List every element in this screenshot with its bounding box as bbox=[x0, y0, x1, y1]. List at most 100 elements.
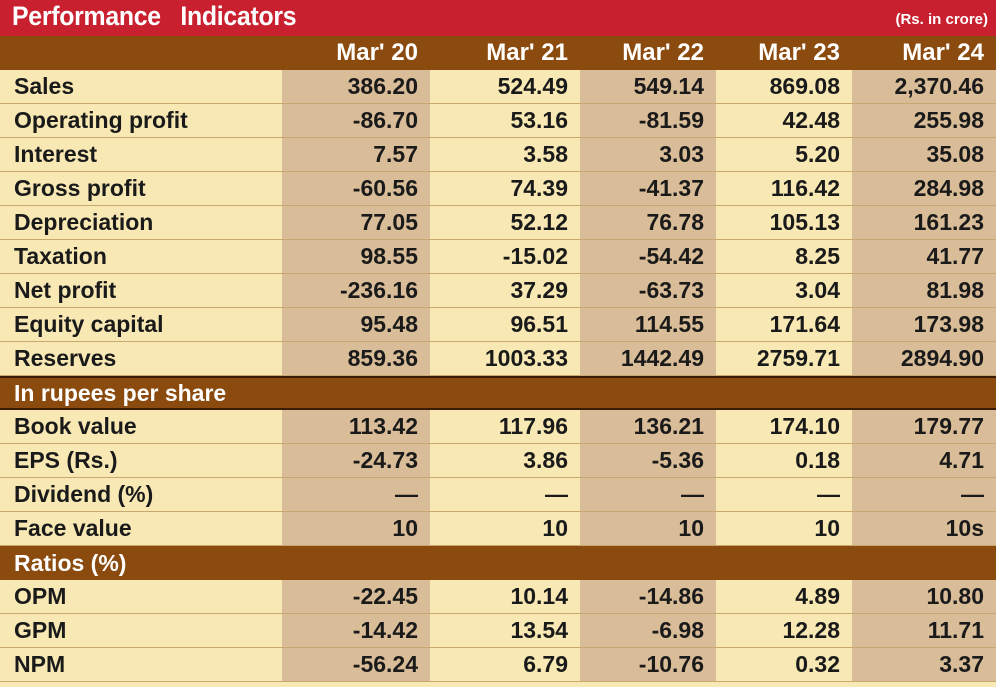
table-cell: 10.14 bbox=[510, 583, 568, 609]
table-cell: 10s bbox=[852, 512, 996, 545]
table-cell: 161.23 bbox=[852, 206, 996, 239]
section-header-per-share: In rupees per share bbox=[0, 376, 996, 410]
table-cell: 74.39 bbox=[510, 175, 568, 201]
table-cell: 35.08 bbox=[852, 138, 996, 171]
column-header: Mar' 21 bbox=[486, 39, 568, 66]
table-cell: 95.48 bbox=[282, 308, 430, 341]
table-cell: 869.08 bbox=[769, 73, 840, 99]
table-cell: 255.98 bbox=[852, 104, 996, 137]
table-row: Book value 113.42 117.96 136.21 174.10 179.77 bbox=[0, 410, 996, 444]
table-cell: 7.57 bbox=[282, 138, 430, 171]
table-cell: 13.54 bbox=[510, 617, 568, 643]
table-cell: -54.42 bbox=[580, 240, 716, 273]
table-cell: 8.25 bbox=[795, 243, 840, 269]
table-row: Dividend (%) — — — — — bbox=[0, 478, 996, 512]
table-cell: -236.16 bbox=[282, 274, 430, 307]
table-cell: 10 bbox=[580, 512, 716, 545]
table-cell: 284.98 bbox=[852, 172, 996, 205]
table-row: Face value 10 10 10 10 10s bbox=[0, 512, 996, 546]
table-row: EPS (Rs.) -24.73 3.86 -5.36 0.18 4.71 bbox=[0, 444, 996, 478]
table-cell: 10 bbox=[814, 515, 840, 541]
table-cell: 41.77 bbox=[852, 240, 996, 273]
table-cell: 114.55 bbox=[580, 308, 716, 341]
row-label: Equity capital bbox=[14, 311, 164, 337]
table-cell: 117.96 bbox=[498, 413, 568, 439]
table-cell: 11.71 bbox=[852, 614, 996, 647]
row-label: Net profit bbox=[14, 277, 117, 303]
table-cell: -41.37 bbox=[580, 172, 716, 205]
table-cell: 386.20 bbox=[282, 70, 430, 103]
financials-group: Sales 386.20 524.49 549.14 869.08 2,370.46 Ope… bbox=[0, 70, 996, 376]
table-cell: 4.71 bbox=[852, 444, 996, 477]
table-cell: 10.80 bbox=[852, 580, 996, 613]
table-cell: 524.49 bbox=[497, 73, 568, 99]
table-row: Equity capital 95.48 96.51 114.55 171.64 173.… bbox=[0, 308, 996, 342]
section-header-ratios: Ratios (%) bbox=[0, 546, 996, 580]
table-cell: 171.64 bbox=[769, 311, 840, 337]
table-cell: -6.98 bbox=[580, 614, 716, 647]
table-cell: -56.24 bbox=[282, 648, 430, 681]
row-label: Operating profit bbox=[14, 107, 188, 133]
table-cell: -14.86 bbox=[580, 580, 716, 613]
row-label: Book value bbox=[14, 413, 137, 439]
table-title: Performance Indicators bbox=[12, 1, 297, 31]
column-header: Mar' 23 bbox=[758, 39, 840, 66]
ratios-group: OPM -22.45 10.14 -14.86 4.89 10.80 GPM -14.42 13… bbox=[0, 580, 996, 682]
table-cell: — bbox=[817, 481, 840, 507]
per-share-group: Book value 113.42 117.96 136.21 174.10 179.77… bbox=[0, 410, 996, 546]
row-label: Gross profit bbox=[14, 175, 146, 201]
table-row: NPM -56.24 6.79 -10.76 0.32 3.37 bbox=[0, 648, 996, 682]
table-cell: 53.16 bbox=[510, 107, 568, 133]
table-row: Net profit -236.16 37.29 -63.73 3.04 81.98 bbox=[0, 274, 996, 308]
table-cell: -10.76 bbox=[580, 648, 716, 681]
table-row: Reserves 859.36 1003.33 1442.49 2759.71 2894.… bbox=[0, 342, 996, 376]
table-cell: 3.04 bbox=[795, 277, 840, 303]
unit-note: (Rs. in crore) bbox=[895, 11, 988, 28]
table-cell: 6.79 bbox=[523, 651, 568, 677]
table-cell: 98.55 bbox=[282, 240, 430, 273]
table-cell: 549.14 bbox=[580, 70, 716, 103]
column-header: Mar' 20 bbox=[336, 39, 418, 66]
table-cell: 136.21 bbox=[580, 410, 716, 443]
table-cell: -63.73 bbox=[580, 274, 716, 307]
table-row: GPM -14.42 13.54 -6.98 12.28 11.71 bbox=[0, 614, 996, 648]
table-cell: 10 bbox=[282, 512, 430, 545]
row-label: Depreciation bbox=[14, 209, 154, 235]
table-row: Depreciation 77.05 52.12 76.78 105.13 161.23 bbox=[0, 206, 996, 240]
row-label: Reserves bbox=[14, 345, 117, 371]
table-cell: 42.48 bbox=[782, 107, 840, 133]
table-row: Operating profit -86.70 53.16 -81.59 42.48 25… bbox=[0, 104, 996, 138]
table-cell: -14.42 bbox=[282, 614, 430, 647]
row-label: GPM bbox=[14, 617, 67, 643]
table-cell: 10 bbox=[542, 515, 568, 541]
table-cell: -60.56 bbox=[282, 172, 430, 205]
table-cell: 2,370.46 bbox=[852, 70, 996, 103]
table-cell: 5.20 bbox=[795, 141, 840, 167]
table-cell: 113.42 bbox=[282, 410, 430, 443]
table-cell: 0.32 bbox=[795, 651, 840, 677]
table-cell: — bbox=[545, 481, 568, 507]
table-cell: 76.78 bbox=[580, 206, 716, 239]
table-row: Interest 7.57 3.58 3.03 5.20 35.08 bbox=[0, 138, 996, 172]
table-cell: 77.05 bbox=[282, 206, 430, 239]
row-label: Face value bbox=[14, 515, 132, 541]
column-header: Mar' 24 bbox=[902, 39, 984, 66]
table-cell: 173.98 bbox=[852, 308, 996, 341]
table-cell: 3.37 bbox=[852, 648, 996, 681]
table-cell: -81.59 bbox=[580, 104, 716, 137]
row-label: Sales bbox=[14, 73, 75, 99]
table-cell: -22.45 bbox=[282, 580, 430, 613]
table-cell: 0.18 bbox=[795, 447, 840, 473]
row-label: NPM bbox=[14, 651, 66, 677]
table-cell: 37.29 bbox=[510, 277, 568, 303]
row-label: Interest bbox=[14, 141, 98, 167]
table-cell: 12.28 bbox=[782, 617, 840, 643]
table-cell: 1003.33 bbox=[484, 345, 568, 371]
table-cell: 2894.90 bbox=[852, 342, 996, 375]
table-cell: — bbox=[282, 478, 430, 511]
table-cell: 2759.71 bbox=[756, 345, 840, 371]
table-cell: -86.70 bbox=[282, 104, 430, 137]
row-label: Dividend (%) bbox=[14, 481, 154, 507]
table-cell: 116.42 bbox=[770, 175, 840, 201]
